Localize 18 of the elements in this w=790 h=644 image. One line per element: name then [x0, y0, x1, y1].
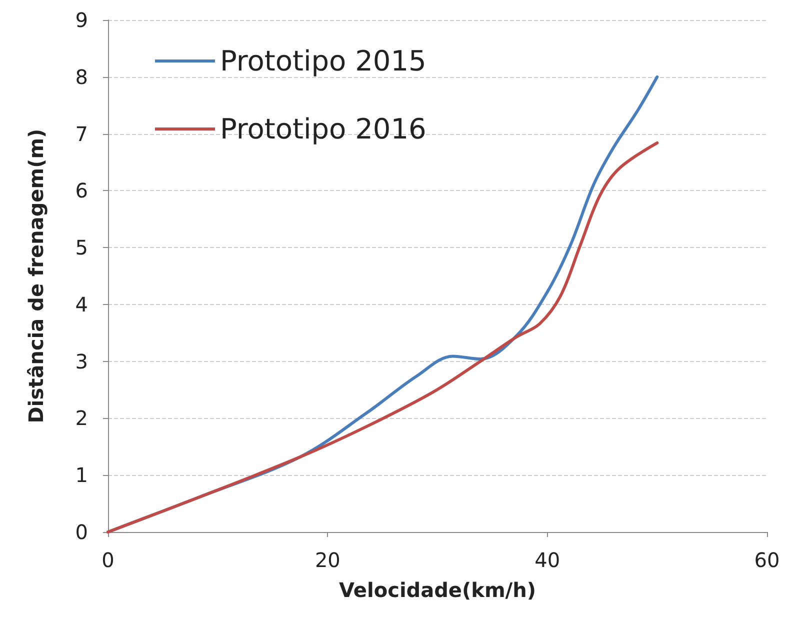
y-tick-label: 3 [75, 349, 88, 374]
y-tick-label: 0 [75, 520, 88, 544]
y-tick-label: 9 [75, 8, 88, 32]
y-tick-label: 1 [75, 463, 88, 488]
y-axis-title: Distância de frenagem(m) [24, 128, 48, 424]
y-tick-label: 5 [75, 236, 88, 260]
x-tick-label: 20 [314, 548, 340, 572]
y-tick-label: 7 [75, 122, 88, 146]
y-tick-label: 2 [75, 406, 88, 430]
legend-label: Prototipo 2015 [220, 44, 426, 78]
legend-label: Prototipo 2016 [220, 112, 426, 146]
y-tick-label: 8 [75, 64, 88, 89]
x-tick-label: 0 [102, 548, 114, 572]
x-tick-label: 40 [534, 548, 560, 572]
x-axis-title: Velocidade(km/h) [339, 578, 536, 602]
y-tick-label: 6 [75, 178, 88, 203]
x-tick-label: 60 [754, 548, 780, 572]
y-tick-label: 4 [75, 292, 88, 316]
